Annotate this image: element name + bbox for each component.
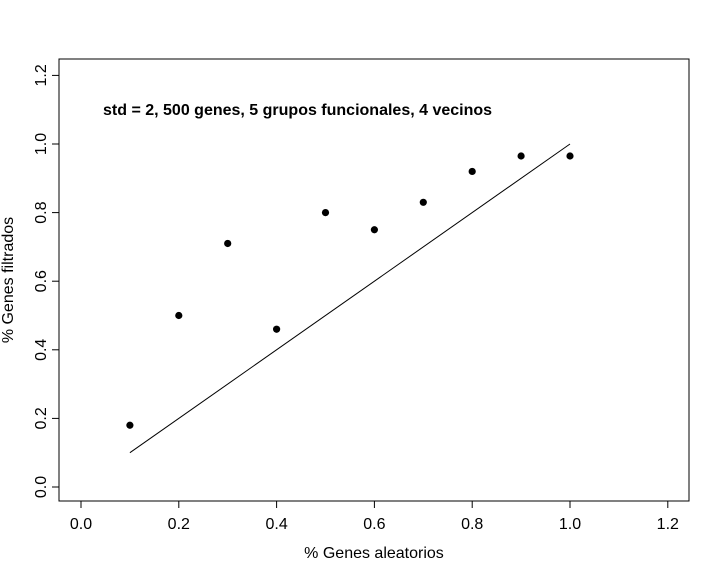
annotation: std = 2, 500 genes, 5 grupos funcionales… — [103, 102, 492, 119]
data-point — [517, 152, 525, 160]
x-axis: 0.0 0.2 0.4 0.6 0.8 1.0 1.2 — [70, 500, 679, 533]
data-point — [468, 167, 476, 176]
x-tick-label: 1.2 — [657, 516, 679, 533]
reference-line-group — [129, 143, 571, 454]
plot-frame — [58, 58, 690, 502]
data-point — [419, 198, 427, 206]
y-axis: 0.0 0.2 0.4 0.6 0.8 1.0 1.2 — [33, 64, 60, 498]
data-point — [321, 209, 330, 217]
y-tick-label: 0.4 — [33, 339, 50, 361]
data-point — [370, 226, 378, 234]
y-axis-title: % Genes filtrados — [0, 217, 17, 343]
x-tick-label: 0.8 — [461, 516, 483, 533]
y-tick-label: 0.6 — [33, 270, 50, 292]
y-tick-label: 0.0 — [33, 476, 50, 498]
data-point — [273, 325, 281, 333]
data-point — [224, 239, 232, 248]
y-tick-label: 1.0 — [33, 133, 50, 155]
data-point — [566, 152, 574, 160]
x-tick-label: 0.4 — [265, 516, 287, 533]
x-tick-label: 0.0 — [70, 516, 92, 533]
points-group — [126, 152, 574, 429]
y-tick-label: 0.2 — [33, 407, 50, 429]
y-tick-label: 1.2 — [33, 64, 50, 86]
x-tick-label: 0.6 — [363, 516, 385, 533]
x-tick-label: 1.0 — [559, 516, 581, 533]
y-tick-label: 0.8 — [33, 201, 50, 223]
x-tick-label: 0.2 — [168, 516, 190, 533]
data-point — [126, 421, 134, 429]
data-point — [175, 311, 183, 320]
x-axis-title: % Genes aleatorios — [304, 545, 444, 562]
reference-line — [129, 143, 571, 454]
